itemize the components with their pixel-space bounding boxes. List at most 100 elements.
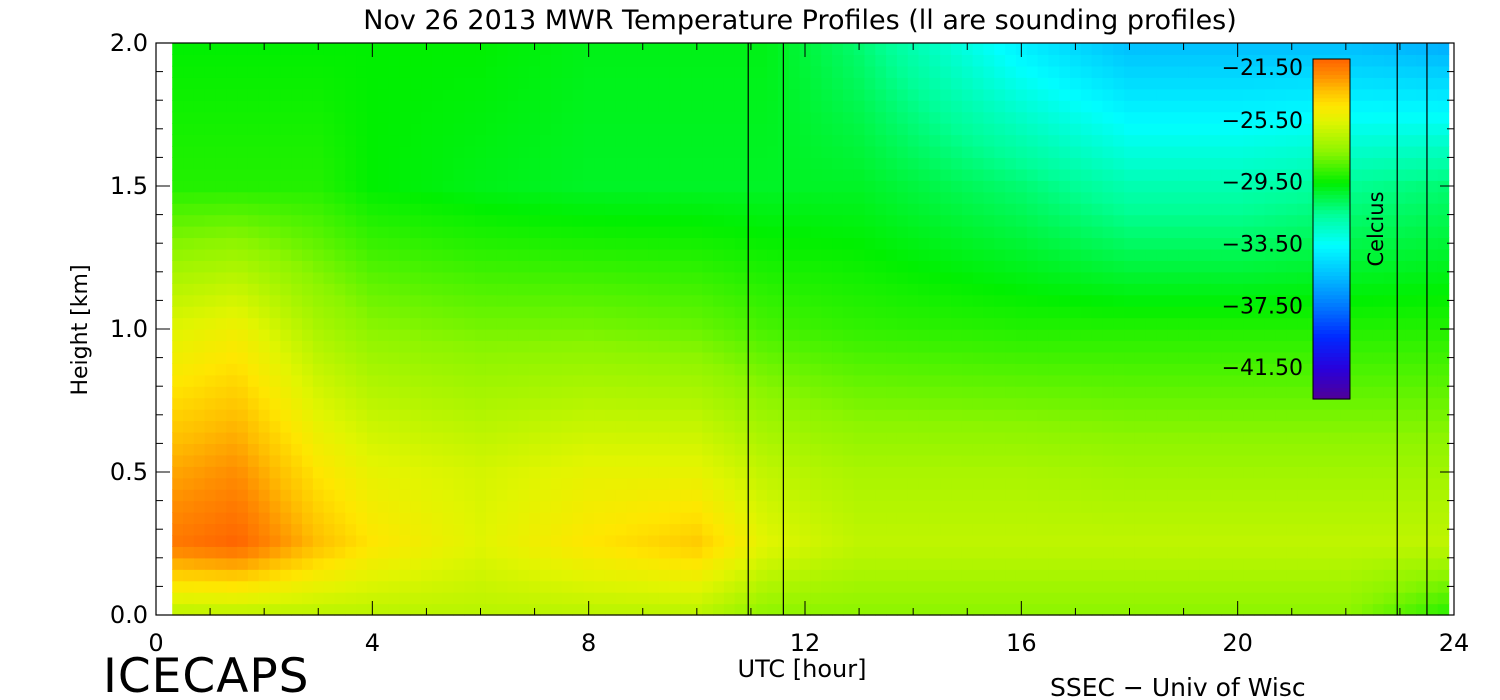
heatmap-cell [1102,477,1114,490]
heatmap-cell [842,283,855,296]
heatmap-cell [734,340,747,353]
heatmap-cell [204,546,217,559]
heatmap-cell [1080,466,1093,479]
heatmap-cell [918,111,930,124]
heatmap-cell [269,397,281,410]
heatmap-cell [572,237,584,250]
heatmap-cell [842,237,855,250]
heatmap-cell [961,409,974,422]
heatmap-cell [539,397,552,410]
heatmap-cell [799,214,812,227]
heatmap-cell [1188,317,1201,330]
heatmap-cell [615,329,628,342]
heatmap-cell [983,203,995,216]
heatmap-cell [972,329,985,342]
heatmap-cell [637,65,649,78]
heatmap-cell [875,592,887,605]
heatmap-cell [518,454,530,467]
heatmap-cell [832,123,844,136]
heatmap-cell [929,88,941,101]
heatmap-cell [215,191,227,204]
heatmap-cell [572,443,584,456]
heatmap-cell [691,317,703,330]
heatmap-cell [1113,294,1125,307]
heatmap-cell [215,294,227,307]
heatmap-cell [345,466,357,479]
heatmap-cell [280,523,292,536]
heatmap-cell [886,580,898,593]
heatmap-cell [539,123,552,136]
heatmap-cell [680,191,693,204]
heatmap-cell [1005,420,1017,433]
heatmap-cell [1156,431,1168,444]
heatmap-cell [864,431,876,444]
heatmap-cell [1070,65,1082,78]
heatmap-cell [399,191,411,204]
heatmap-cell [312,77,325,90]
heatmap-cell [237,592,249,605]
heatmap-cell [713,283,725,296]
heatmap-cell [269,168,281,181]
heatmap-cell [323,603,336,616]
heatmap-cell [1232,409,1244,422]
heatmap-cell [907,294,920,307]
heatmap-cell [983,248,995,261]
heatmap-cell [1134,603,1147,616]
heatmap-cell [1080,363,1093,376]
heatmap-cell [302,580,314,593]
heatmap-cell [734,111,747,124]
heatmap-cell [723,168,736,181]
heatmap-cell [247,363,260,376]
heatmap-cell [604,260,617,273]
heatmap-cell [810,569,822,582]
heatmap-cell [421,580,433,593]
heatmap-cell [550,580,563,593]
heatmap-cell [691,248,703,261]
heatmap-cell [312,226,325,239]
heatmap-cell [680,180,693,193]
heatmap-cell [258,420,271,433]
heatmap-cell [604,523,617,536]
heatmap-cell [183,329,195,342]
heatmap-cell [539,409,552,422]
heatmap-cell [291,592,303,605]
heatmap-cell [1124,397,1136,410]
heatmap-cell [1059,43,1071,56]
heatmap-cell [896,500,909,513]
heatmap-cell [183,466,195,479]
heatmap-cell [1243,294,1255,307]
heatmap-cell [907,500,920,513]
heatmap-cell [961,54,974,67]
heatmap-cell [918,534,930,547]
heatmap-cell [615,306,628,319]
heatmap-cell [247,397,260,410]
heatmap-cell [345,534,357,547]
heatmap-cell [1221,54,1233,67]
heatmap-cell [334,317,346,330]
heatmap-cell [1134,489,1147,502]
heatmap-cell [258,569,271,582]
heatmap-cell [745,134,757,147]
heatmap-cell [496,214,509,227]
heatmap-cell [172,500,184,513]
heatmap-cell [1221,500,1233,513]
heatmap-cell [604,363,617,376]
heatmap-cell [485,546,498,559]
heatmap-cell [496,363,509,376]
heatmap-cell [485,294,498,307]
heatmap-cell [691,111,703,124]
heatmap-cell [377,603,390,616]
heatmap-cell [929,180,941,193]
heatmap-cell [1232,477,1244,490]
heatmap-cell [1080,306,1093,319]
heatmap-cell [713,363,725,376]
heatmap-cell [312,386,325,399]
heatmap-cell [291,65,303,78]
heatmap-cell [1015,534,1028,547]
heatmap-cell [421,397,433,410]
heatmap-cell [1188,397,1201,410]
heatmap-cell [431,283,444,296]
heatmap-cell [951,477,963,490]
heatmap-cell [302,65,314,78]
heatmap-cell [485,340,498,353]
